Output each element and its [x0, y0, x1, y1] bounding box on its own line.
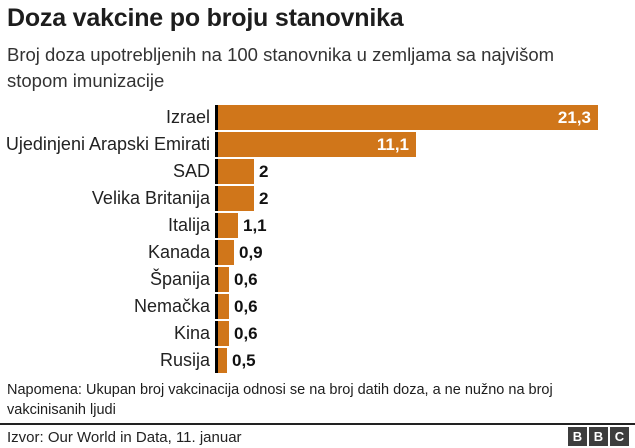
bar [218, 321, 229, 346]
category-label: Španija [149, 269, 210, 289]
bar-row: SAD 2 [0, 159, 635, 184]
category-label: Ujedinjeni Arapski Emirati [5, 134, 210, 154]
bbc-logo: B B C [568, 427, 629, 446]
bar-row: Velika Britanija 2 [0, 186, 635, 211]
bar-row: Rusija 0,5 [0, 348, 635, 373]
value-label: 0,6 [234, 296, 258, 316]
bar-row: Španija 0,6 [0, 267, 635, 292]
value-label: 0,6 [234, 269, 258, 289]
category-label: Izrael [165, 107, 210, 127]
bar: 11,1 [218, 132, 416, 157]
bar-cell: 0,6 [215, 321, 635, 346]
bar-cell: 0,9 [215, 240, 635, 265]
chart-rows: Izrael 21,3 Ujedinjeni Arapski Emirati 1… [0, 105, 635, 373]
category-label: Kina [173, 323, 210, 343]
value-label: 0,5 [232, 350, 256, 370]
category-label: SAD [172, 161, 210, 181]
bar-row: Kanada 0,9 [0, 240, 635, 265]
chart-title: Doza vakcine po broju stanovnika [7, 4, 404, 32]
value-label: 0,6 [234, 323, 258, 343]
bar-cell: 2 [215, 159, 635, 184]
bar [218, 294, 229, 319]
bar-cell: 21,3 [215, 105, 635, 130]
category-label: Nemačka [133, 296, 210, 316]
bar-cell: 11,1 [215, 132, 635, 157]
bar-cell: 0,6 [215, 294, 635, 319]
bbc-logo-letter: B [589, 427, 608, 446]
value-label: 2 [259, 161, 269, 181]
bar-row: Izrael 21,3 [0, 105, 635, 130]
category-label: Kanada [147, 242, 210, 262]
bar-row: Nemačka 0,6 [0, 294, 635, 319]
bar: 21,3 [218, 105, 598, 130]
bar [218, 159, 254, 184]
value-label: 0,9 [239, 242, 263, 262]
bar-row: Ujedinjeni Arapski Emirati 11,1 [0, 132, 635, 157]
chart-subtitle: Broj doza upotrebljenih na 100 stanovnik… [7, 44, 555, 91]
bar [218, 240, 234, 265]
bar [218, 186, 254, 211]
bbc-logo-letter: C [610, 427, 629, 446]
bar-row: Kina 0,6 [0, 321, 635, 346]
value-label: 1,1 [243, 215, 267, 235]
bar-cell: 1,1 [215, 213, 635, 238]
value-label: 11,1 [376, 134, 409, 154]
bar-cell: 0,6 [215, 267, 635, 292]
value-label: 21,3 [557, 107, 591, 127]
bar-row: Italija 1,1 [0, 213, 635, 238]
bar-chart: Izrael 21,3 Ujedinjeni Arapski Emirati 1… [0, 105, 635, 375]
bar [218, 213, 238, 238]
bar [218, 348, 227, 373]
footer-divider [0, 423, 635, 425]
source-attribution: Izvor: Our World in Data, 11. januar [7, 429, 242, 446]
bar [218, 267, 229, 292]
category-label: Italija [167, 215, 210, 235]
category-label: Rusija [159, 350, 210, 370]
bbc-logo-letter: B [568, 427, 587, 446]
value-label: 2 [259, 188, 269, 208]
bar-cell: 0,5 [215, 348, 635, 373]
chart-note: Napomena: Ukupan broj vakcinacija odnosi… [7, 382, 553, 418]
bar-cell: 2 [215, 186, 635, 211]
category-label: Velika Britanija [91, 188, 210, 208]
